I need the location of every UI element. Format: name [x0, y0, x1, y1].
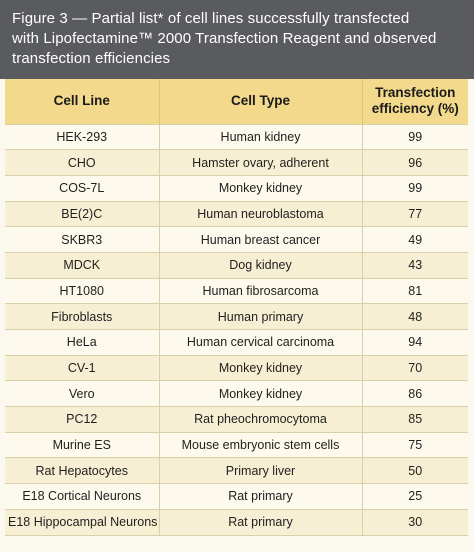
cell-type: Primary liver: [158, 457, 362, 484]
table-row: Murine ES Mouse embryonic stem cells 75: [5, 431, 468, 458]
caption-line-1: Figure 3 — Partial list* of cell lines s…: [12, 10, 410, 27]
cell-type: Monkey kidney: [158, 354, 362, 381]
efficiency-value: 75: [361, 431, 468, 458]
efficiency-value: 85: [361, 406, 468, 433]
cell-type: Human breast cancer: [158, 226, 362, 253]
table-row: HT1080 Human fibrosarcoma 81: [5, 277, 468, 304]
cell-type: Rat primary: [158, 508, 362, 536]
table-row: HEK-293 Human kidney 99: [5, 123, 468, 150]
cell-line: Murine ES: [5, 431, 159, 458]
header-row: Cell Line Cell Type Transfection efficie…: [5, 79, 468, 124]
table-row: HeLa Human cervical carcinoma 94: [5, 329, 468, 356]
cell-line: Vero: [5, 380, 159, 407]
cell-line: BE(2)C: [5, 200, 159, 227]
header-cell-line: Cell Line: [53, 93, 110, 109]
efficiency-value: 86: [361, 380, 468, 407]
cell-line: HeLa: [5, 329, 159, 356]
efficiency-value: 49: [361, 226, 468, 253]
table-row: COS-7L Monkey kidney 99: [5, 174, 468, 202]
efficiency-value: 48: [361, 303, 468, 330]
cell-line: PC12: [5, 406, 159, 433]
efficiency-value: 94: [361, 329, 468, 356]
efficiency-value: 99: [361, 174, 468, 202]
cell-line: Fibroblasts: [5, 303, 159, 330]
efficiency-value: 70: [361, 354, 468, 381]
cell-type: Dog kidney: [158, 251, 362, 279]
efficiency-value: 81: [361, 277, 468, 304]
cell-line: E18 Cortical Neurons: [5, 483, 159, 510]
cell-line: SKBR3: [5, 226, 159, 253]
header-efficiency-line-1: Transfection: [375, 85, 456, 101]
header-cell-type: Cell Type: [158, 79, 362, 124]
cell-line: HT1080: [5, 277, 159, 304]
cell-line: Rat Hepatocytes: [5, 457, 159, 484]
cell-type: Human neuroblastoma: [158, 200, 362, 227]
cell-line: MDCK: [5, 251, 159, 279]
cell-type: Rat pheochromocytoma: [158, 406, 362, 433]
figure-caption: Figure 3 — Partial list* of cell lines s…: [12, 9, 462, 69]
caption-bar: Figure 3 — Partial list* of cell lines s…: [0, 0, 474, 79]
header-efficiency: Transfection efficiency (%): [361, 79, 468, 124]
table-row: MDCK Dog kidney 43: [5, 251, 468, 279]
header-efficiency-line-2: efficiency (%): [371, 101, 459, 117]
cell-type: Human fibrosarcoma: [158, 277, 362, 304]
efficiency-value: 50: [361, 457, 468, 484]
cell-type: Human kidney: [158, 123, 362, 150]
cell-type: Monkey kidney: [158, 380, 362, 407]
table-row: SKBR3 Human breast cancer 49: [5, 226, 468, 253]
table-row: PC12 Rat pheochromocytoma 85: [5, 406, 468, 433]
cell-type: Human primary: [158, 303, 362, 330]
table-row: BE(2)C Human neuroblastoma 77: [5, 200, 468, 227]
table-row: Rat Hepatocytes Primary liver 50: [5, 457, 468, 484]
cell-type: Monkey kidney: [158, 174, 362, 202]
efficiency-value: 96: [361, 149, 468, 176]
table-row: E18 Hippocampal Neurons Rat primary 30: [5, 508, 468, 536]
table-row: Fibroblasts Human primary 48: [5, 303, 468, 330]
cell-type: Mouse embryonic stem cells: [158, 431, 362, 458]
table-body: HEK-293 Human kidney 99 CHO Hamster ovary, …: [5, 123, 468, 536]
cell-line: COS-7L: [5, 174, 159, 202]
efficiency-value: 77: [361, 200, 468, 227]
efficiency-value: 43: [361, 251, 468, 279]
table-header: Cell Line Cell Type Transfection efficie…: [5, 79, 468, 124]
cell-line: CV-1: [5, 354, 159, 381]
table-wrapper: Cell Line Cell Type Transfection efficie…: [5, 79, 468, 536]
table-row: E18 Cortical Neurons Rat primary 25: [5, 483, 468, 510]
cell-line: CHO: [5, 149, 159, 176]
table-row: CV-1 Monkey kidney 70: [5, 354, 468, 381]
cell-line: HEK-293: [5, 123, 159, 150]
table-row: Vero Monkey kidney 86: [5, 380, 468, 407]
cell-type: Hamster ovary, adherent: [158, 149, 362, 176]
table-row: CHO Hamster ovary, adherent 96: [5, 149, 468, 176]
efficiency-value: 30: [361, 508, 468, 536]
caption-line-2: with Lipofectamine™ 2000 Transfection Re…: [12, 30, 437, 47]
transfection-table: Cell Line Cell Type Transfection efficie…: [5, 79, 468, 536]
cell-type: Human cervical carcinoma: [158, 329, 362, 356]
efficiency-value: 25: [361, 483, 468, 510]
cell-line: E18 Hippocampal Neurons: [5, 508, 159, 536]
caption-line-3: transfection efficiencies: [12, 50, 171, 67]
efficiency-value: 99: [361, 123, 468, 150]
cell-type: Rat primary: [158, 483, 362, 510]
